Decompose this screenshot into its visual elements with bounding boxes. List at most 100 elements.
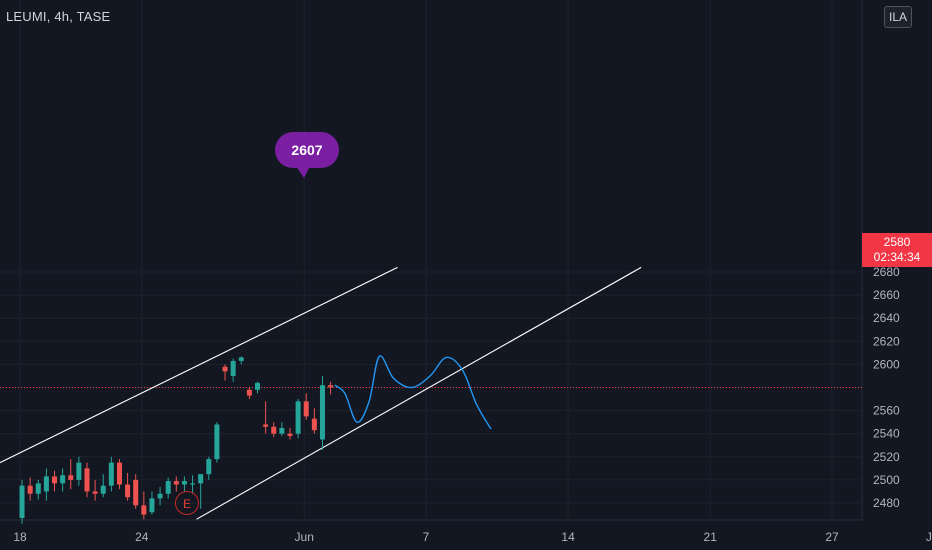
last-price-value: 2580 (883, 235, 911, 249)
candle-body (116, 462, 122, 485)
bar-countdown: 02:34:34 (873, 250, 921, 264)
candle (295, 399, 301, 439)
candle-body (271, 426, 277, 434)
candle-body (238, 357, 244, 361)
candle-body (133, 479, 139, 506)
y-tick-label: 2520 (873, 450, 900, 464)
candle (230, 358, 236, 382)
candle-body (100, 485, 106, 494)
candle-body (52, 476, 58, 484)
candle (206, 456, 212, 480)
candle-body (125, 484, 131, 498)
x-tick-label: Jun (295, 530, 314, 544)
last-price-label: 2580 02:34:34 (862, 233, 932, 267)
candle-body (230, 360, 236, 376)
y-tick-label: 2500 (873, 473, 900, 487)
candles-layer (19, 356, 334, 524)
candle (263, 401, 269, 434)
candle-body (35, 483, 41, 494)
candle (271, 422, 277, 438)
candle (100, 474, 106, 498)
y-tick-label: 2600 (873, 357, 900, 371)
time-axis[interactable]: 18 24 Jun 7 14 21 27 Jul (13, 530, 932, 544)
candle (311, 408, 317, 434)
y-tick-label: 2640 (873, 311, 900, 325)
candle (279, 422, 285, 437)
candle (116, 459, 122, 490)
y-tick-label: 2560 (873, 404, 900, 418)
forecast-path (334, 355, 492, 430)
candle-body (108, 462, 114, 486)
drawing-layer (0, 266, 642, 520)
candle (60, 468, 66, 492)
candle (149, 491, 155, 515)
candle-body (295, 401, 301, 434)
candle (246, 387, 252, 400)
candle-body (149, 498, 155, 513)
candle-body (76, 462, 82, 480)
y-tick-label: 2680 (873, 265, 900, 279)
candle (238, 356, 244, 365)
candle-body (222, 366, 228, 372)
candle (84, 462, 90, 498)
x-tick-label: 21 (704, 530, 718, 544)
candle-body (68, 475, 74, 480)
candle-body (255, 382, 261, 390)
candle-body (328, 385, 334, 388)
candle (190, 475, 196, 494)
candle-body (92, 491, 98, 494)
candle-body (263, 424, 269, 427)
price-callout[interactable]: 2607 (275, 132, 339, 168)
candle (68, 459, 74, 490)
candle (76, 456, 82, 486)
x-tick-label: 18 (13, 530, 27, 544)
candle (43, 468, 49, 501)
candle-body (84, 468, 90, 492)
candle-body (303, 401, 309, 417)
candle (198, 474, 204, 509)
x-tick-label: 24 (135, 530, 149, 544)
candle (319, 375, 325, 450)
candle (52, 470, 58, 492)
candle-body (165, 481, 171, 494)
price-axis[interactable]: 2480 2500 2520 2540 2560 2600 2620 2640 2660 2680 (873, 265, 900, 510)
y-tick-label: 2620 (873, 334, 900, 348)
candle (173, 476, 179, 492)
x-tick-label: 14 (561, 530, 575, 544)
candle (287, 427, 293, 440)
candle-body (181, 481, 187, 485)
earnings-event-badge[interactable]: E (175, 491, 199, 515)
candle (181, 476, 187, 492)
candle (141, 491, 147, 520)
candle-body (27, 485, 33, 494)
candle (27, 477, 33, 501)
candle-body (198, 474, 204, 484)
callout-pointer (296, 166, 310, 178)
candle-body (246, 389, 252, 396)
candle (303, 393, 309, 420)
candle-body (214, 424, 220, 460)
candle-body (206, 459, 212, 475)
candle (125, 472, 131, 501)
candle (108, 456, 114, 492)
channel-trend-line (0, 266, 398, 464)
channel-trend-line (196, 266, 642, 520)
symbol-header: LEUMI, 4h, TASE (6, 9, 111, 24)
candle (214, 422, 220, 463)
currency-button[interactable]: ILA (884, 6, 912, 28)
y-tick-label: 2660 (873, 288, 900, 302)
candle (19, 479, 25, 524)
x-tick-label: 7 (423, 530, 430, 544)
candle (222, 364, 228, 381)
candle-body (60, 475, 66, 484)
x-tick-label: Jul (926, 530, 932, 544)
candle-body (279, 427, 285, 434)
candle (255, 381, 261, 394)
candle-body (173, 481, 179, 485)
chart-grid (0, 0, 863, 521)
candle (35, 479, 41, 500)
candle-body (319, 385, 325, 440)
candle-body (141, 505, 147, 515)
candle (165, 477, 171, 499)
